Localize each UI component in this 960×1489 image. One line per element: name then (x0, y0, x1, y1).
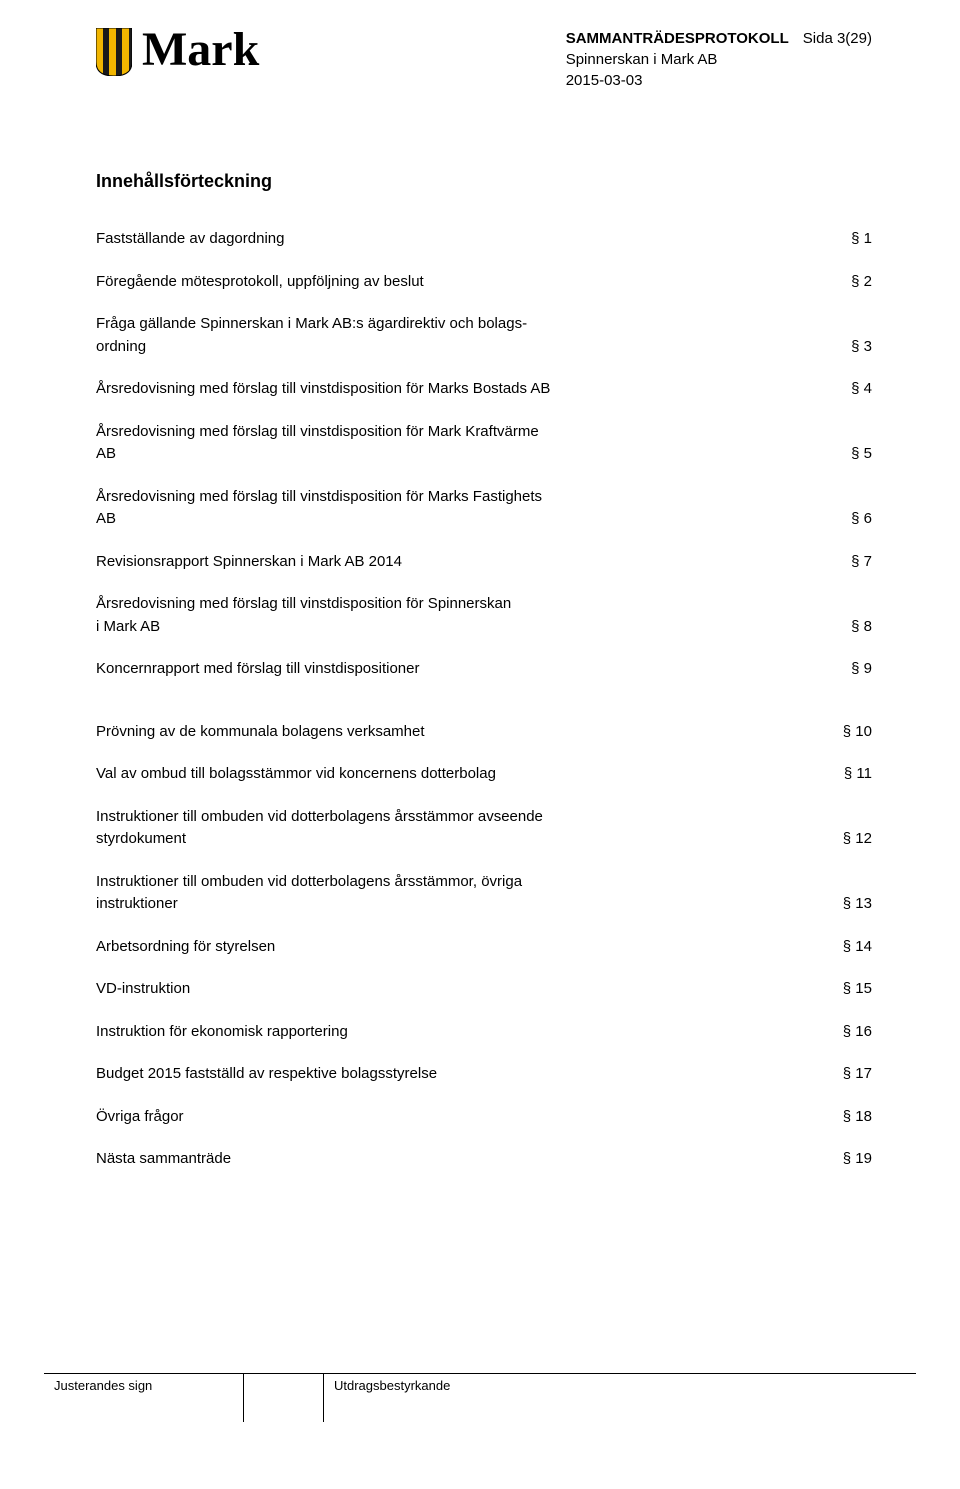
toc-ref: § 4 (851, 378, 872, 401)
toc-ref: § 2 (851, 271, 872, 294)
toc-label: Revisionsrapport Spinnerskan i Mark AB 2… (96, 551, 402, 574)
toc-ref: § 15 (843, 978, 872, 1001)
toc-block-b: Prövning av de kommunala bolagens verksa… (96, 721, 872, 1171)
toc-ref: § 6 (851, 508, 872, 531)
brand-name: Mark (142, 26, 259, 74)
toc-title: Innehållsförteckning (96, 171, 872, 192)
footer-utdrag-cell: Utdragsbestyrkande (324, 1374, 916, 1422)
toc-row: Prövning av de kommunala bolagens verksa… (96, 721, 872, 744)
toc-row: VD-instruktion § 15 (96, 978, 872, 1001)
toc-row: Revisionsrapport Spinnerskan i Mark AB 2… (96, 551, 872, 574)
toc-block-a: Fastställande av dagordning § 1 Föregående… (96, 228, 872, 681)
toc-row: Nästa sammanträde § 19 (96, 1148, 872, 1171)
toc-row: Arbetsordning för styrelsen § 14 (96, 936, 872, 959)
footer-signature-area: Justerandes sign Utdragsbestyrkande (44, 1373, 916, 1423)
toc-label: Fråga gällande Spinnerskan i Mark AB:s ä… (96, 313, 527, 358)
toc-ref: § 5 (851, 443, 872, 466)
toc-row: Föregående mötesprotokoll, uppföljning a… (96, 271, 872, 294)
toc-label: Fastställande av dagordning (96, 228, 284, 251)
toc-label: Arbetsordning för styrelsen (96, 936, 275, 959)
toc-row: Instruktioner till ombuden vid dotterbol… (96, 806, 872, 851)
toc-label: Koncernrapport med förslag till vinstdis… (96, 658, 420, 681)
crest-icon (96, 28, 132, 76)
toc-label: Årsredovisning med förslag till vinstdis… (96, 421, 539, 466)
toc-label: Budget 2015 fastställd av respektive bol… (96, 1063, 437, 1086)
toc-label: Instruktion för ekonomisk rapportering (96, 1021, 348, 1044)
toc-ref: § 7 (851, 551, 872, 574)
page: Mark SAMMANTRÄDESPROTOKOLL Sida 3(29) Sp… (0, 0, 960, 1489)
toc-label: Föregående mötesprotokoll, uppföljning a… (96, 271, 424, 294)
protokoll-title: SAMMANTRÄDESPROTOKOLL (566, 28, 789, 49)
toc-row: Övriga frågor § 18 (96, 1106, 872, 1129)
toc-row: Fastställande av dagordning § 1 (96, 228, 872, 251)
toc-row: Årsredovisning med förslag till vinstdis… (96, 421, 872, 466)
toc-label: Årsredovisning med förslag till vinstdis… (96, 486, 542, 531)
toc-ref: § 12 (843, 828, 872, 851)
toc-label: Årsredovisning med förslag till vinstdis… (96, 593, 511, 638)
toc-ref: § 11 (844, 763, 872, 786)
toc-row: Årsredovisning med förslag till vinstdis… (96, 378, 872, 401)
toc-label: Prövning av de kommunala bolagens verksa… (96, 721, 425, 744)
toc-row: Budget 2015 fastställd av respektive bol… (96, 1063, 872, 1086)
toc-ref: § 17 (843, 1063, 872, 1086)
page-header: Mark SAMMANTRÄDESPROTOKOLL Sida 3(29) Sp… (96, 28, 872, 91)
header-right: SAMMANTRÄDESPROTOKOLL Sida 3(29) Spinner… (566, 28, 872, 91)
toc-ref: § 10 (843, 721, 872, 744)
toc-row: Instruktion för ekonomisk rapportering § … (96, 1021, 872, 1044)
toc-row: Val av ombud till bolagsstämmor vid konc… (96, 763, 872, 786)
toc-ref: § 3 (851, 336, 872, 359)
toc-label: VD-instruktion (96, 978, 190, 1001)
toc-label: Val av ombud till bolagsstämmor vid konc… (96, 763, 496, 786)
header-company: Spinnerskan i Mark AB (566, 49, 872, 70)
toc-label: Årsredovisning med förslag till vinstdis… (96, 378, 550, 401)
toc-row: Fråga gällande Spinnerskan i Mark AB:s ä… (96, 313, 872, 358)
footer-empty-cell (244, 1374, 324, 1422)
toc-row: Koncernrapport med förslag till vinstdis… (96, 658, 872, 681)
toc-label: Instruktioner till ombuden vid dotterbol… (96, 806, 543, 851)
toc-row: Årsredovisning med förslag till vinstdis… (96, 486, 872, 531)
toc-ref: § 14 (843, 936, 872, 959)
toc-ref: § 16 (843, 1021, 872, 1044)
toc-label: Instruktioner till ombuden vid dotterbol… (96, 871, 522, 916)
brand: Mark (96, 28, 259, 76)
toc-ref: § 9 (851, 658, 872, 681)
toc-ref: § 13 (843, 893, 872, 916)
footer-sign-cell: Justerandes sign (44, 1374, 244, 1422)
toc-ref: § 8 (851, 616, 872, 639)
toc-label: Nästa sammanträde (96, 1148, 231, 1171)
toc-ref: § 18 (843, 1106, 872, 1129)
toc-row: Årsredovisning med förslag till vinstdis… (96, 593, 872, 638)
page-label: Sida 3(29) (803, 28, 872, 49)
header-date: 2015-03-03 (566, 70, 872, 91)
toc-row: Instruktioner till ombuden vid dotterbol… (96, 871, 872, 916)
toc-label: Övriga frågor (96, 1106, 184, 1129)
toc-ref: § 19 (843, 1148, 872, 1171)
toc-ref: § 1 (851, 228, 872, 251)
